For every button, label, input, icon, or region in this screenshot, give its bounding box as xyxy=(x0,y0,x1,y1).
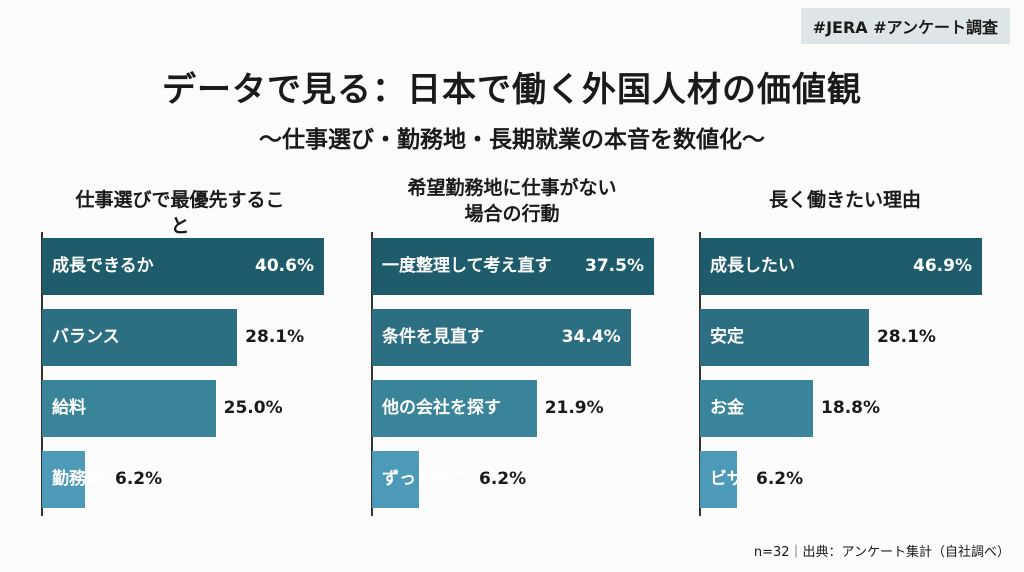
category-label: ビザ xyxy=(710,469,744,489)
page-subtitle: 〜仕事選び・勤務地・長期就業の本音を数値化〜 xyxy=(259,127,765,153)
bar xyxy=(372,380,537,437)
value-label: 6.2% xyxy=(756,469,804,489)
value-label: 6.2% xyxy=(115,469,163,489)
page-title: データで見る：日本で働く外国人材の価値観 xyxy=(162,70,862,110)
chart-heading: 希望勤務地に仕事がない場合の行動 xyxy=(407,177,617,225)
value-label: 25.0% xyxy=(223,398,283,418)
bar xyxy=(42,380,216,437)
bar xyxy=(42,309,238,366)
axis-line xyxy=(41,232,43,516)
value-label: 21.9% xyxy=(544,398,604,418)
category-label: 成長したい xyxy=(710,256,795,276)
category-label: 条件を見直す xyxy=(382,327,484,347)
category-label: 他の会社を探す xyxy=(382,398,501,418)
bar xyxy=(700,451,738,508)
value-label: 28.1% xyxy=(876,327,936,347)
bar xyxy=(372,309,631,366)
category-label: バランス xyxy=(52,327,120,347)
value-label: 6.2% xyxy=(479,469,527,489)
bar xyxy=(42,238,324,295)
chart-heading: 長く働きたい理由 xyxy=(768,189,921,211)
category-label: 成長できるか xyxy=(52,256,154,276)
value-label: 46.9% xyxy=(913,256,972,276)
category-label: お金 xyxy=(710,398,744,418)
bar xyxy=(700,380,814,437)
category-label: 一度整理して考え直す xyxy=(382,256,552,276)
value-label: 34.4% xyxy=(561,327,621,347)
axis-line xyxy=(371,232,373,516)
source-note: n=32｜出典：アンケート集計（自社調べ） xyxy=(753,545,1010,560)
bar xyxy=(372,451,419,508)
category-label: 安定 xyxy=(710,327,744,347)
category-label: 勤務地 xyxy=(52,469,103,489)
axis-line xyxy=(699,232,701,516)
chart-heading: 仕事選びで最優先すること xyxy=(75,189,285,237)
category-label: 給料 xyxy=(52,398,86,418)
bar xyxy=(700,238,982,295)
hashtag-label: #JERA #アンケート調査 xyxy=(800,8,1010,44)
bar xyxy=(372,238,654,295)
value-label: 40.6% xyxy=(255,256,314,276)
value-label: 37.5% xyxy=(585,256,644,276)
category-label: ずっと待つ xyxy=(382,469,467,489)
bar xyxy=(700,309,869,366)
bar xyxy=(42,451,86,508)
value-label: 28.1% xyxy=(245,327,305,347)
value-label: 18.8% xyxy=(821,398,881,418)
